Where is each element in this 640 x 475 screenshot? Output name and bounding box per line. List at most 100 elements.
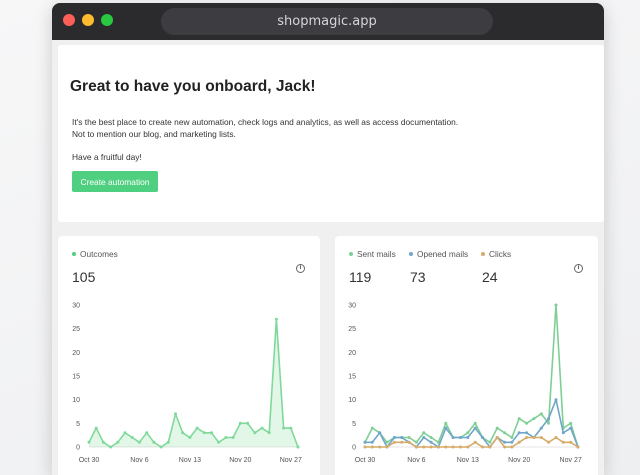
welcome-panel: Great to have you onboard, Jack! It's th… [58,45,604,222]
legend-clicks[interactable]: Clicks [481,249,511,259]
legend-opened-mails[interactable]: Opened mails [409,249,468,259]
data-point [137,440,141,444]
data-point [363,440,367,444]
y-tick-label: 20 [348,350,356,357]
data-point [569,426,573,430]
y-tick-label: 20 [72,350,80,357]
y-tick-label: 10 [348,397,356,404]
data-point [473,440,477,444]
data-point [488,440,492,444]
close-window-button[interactable] [63,14,75,26]
y-tick-label: 15 [348,374,356,381]
maximize-window-button[interactable] [101,14,113,26]
data-point [231,436,235,439]
data-point [166,440,170,444]
data-point [459,436,462,439]
welcome-heading: Great to have you onboard, Jack! [70,78,316,95]
data-point [473,421,477,425]
data-point [532,436,536,439]
sent-mails-total: 119 [349,269,372,285]
data-point [517,431,521,435]
data-point [94,426,98,430]
data-point [554,436,558,439]
legend-outcomes-label: Outcomes [80,249,118,259]
data-point [488,445,492,449]
legend-dot-icon [72,251,76,256]
y-tick-label: 0 [352,445,356,452]
info-icon[interactable]: i [574,264,583,273]
data-point [101,440,105,444]
data-point [554,303,558,307]
data-point [539,412,543,416]
create-automation-button[interactable]: Create automation [72,171,158,192]
data-point [481,445,484,449]
welcome-text-line-2: Not to mention our blog, and marketing l… [72,129,236,139]
data-point [238,421,242,425]
data-point [370,440,374,444]
title-bar: shopmagic.app [52,3,604,40]
data-point [296,445,300,449]
data-point [210,431,213,435]
x-tick-label: Oct 30 [355,457,376,464]
data-point [422,445,426,449]
x-tick-label: Nov 6 [407,457,425,464]
data-point [481,436,484,439]
data-point [503,445,507,449]
data-point [181,431,185,435]
data-point [510,445,514,449]
data-point [429,436,433,439]
y-tick-label: 25 [348,326,356,333]
data-point [503,431,507,435]
data-point [363,445,367,449]
data-point [385,440,389,444]
legend-opened-label: Opened mails [417,249,469,259]
outcomes-card: Outcomes 105 i 30 25 20 15 10 5 0 Oct 30 Nov 6 No… [58,236,320,475]
x-tick-label: Nov 13 [179,457,201,464]
data-point [260,426,264,430]
series-line-clicks [365,436,579,448]
data-point [459,445,462,449]
legend-sent-mails[interactable]: Sent mails [349,249,396,259]
data-point [422,431,426,435]
data-point [510,436,514,439]
data-point [466,436,470,439]
data-point [444,445,448,449]
x-tick-label: Oct 30 [79,457,100,464]
y-tick-label: 15 [72,374,80,381]
data-point [159,445,163,449]
data-point [517,417,521,421]
outcomes-total: 105 [72,269,96,285]
data-point [539,426,543,430]
data-point [503,440,507,444]
legend-dot-icon [409,251,413,256]
data-point [224,436,228,439]
data-point [422,436,426,439]
y-tick-label: 5 [352,421,356,428]
data-point [451,436,455,439]
minimize-window-button[interactable] [82,14,94,26]
legend-dot-icon [481,251,485,256]
data-point [407,440,411,444]
data-point [466,445,470,449]
data-point [547,421,551,425]
data-point [392,436,396,439]
data-point [525,431,529,435]
data-point [517,440,521,444]
data-point [532,417,536,421]
legend-outcomes[interactable]: Outcomes [72,249,118,259]
info-icon[interactable]: i [296,264,305,273]
address-bar[interactable]: shopmagic.app [161,8,493,35]
data-point [123,431,127,435]
clicks-total: 24 [482,269,498,285]
data-point [289,426,293,430]
data-point [385,445,389,449]
data-point [429,445,433,449]
x-tick-label: Nov 6 [130,457,148,464]
data-point [274,317,278,321]
data-point [253,431,257,435]
welcome-text-line-3: Have a fruitful day! [72,152,142,162]
data-point [267,431,271,435]
x-tick-label: Nov 27 [560,457,582,464]
data-point [400,436,404,439]
data-point [145,431,149,435]
